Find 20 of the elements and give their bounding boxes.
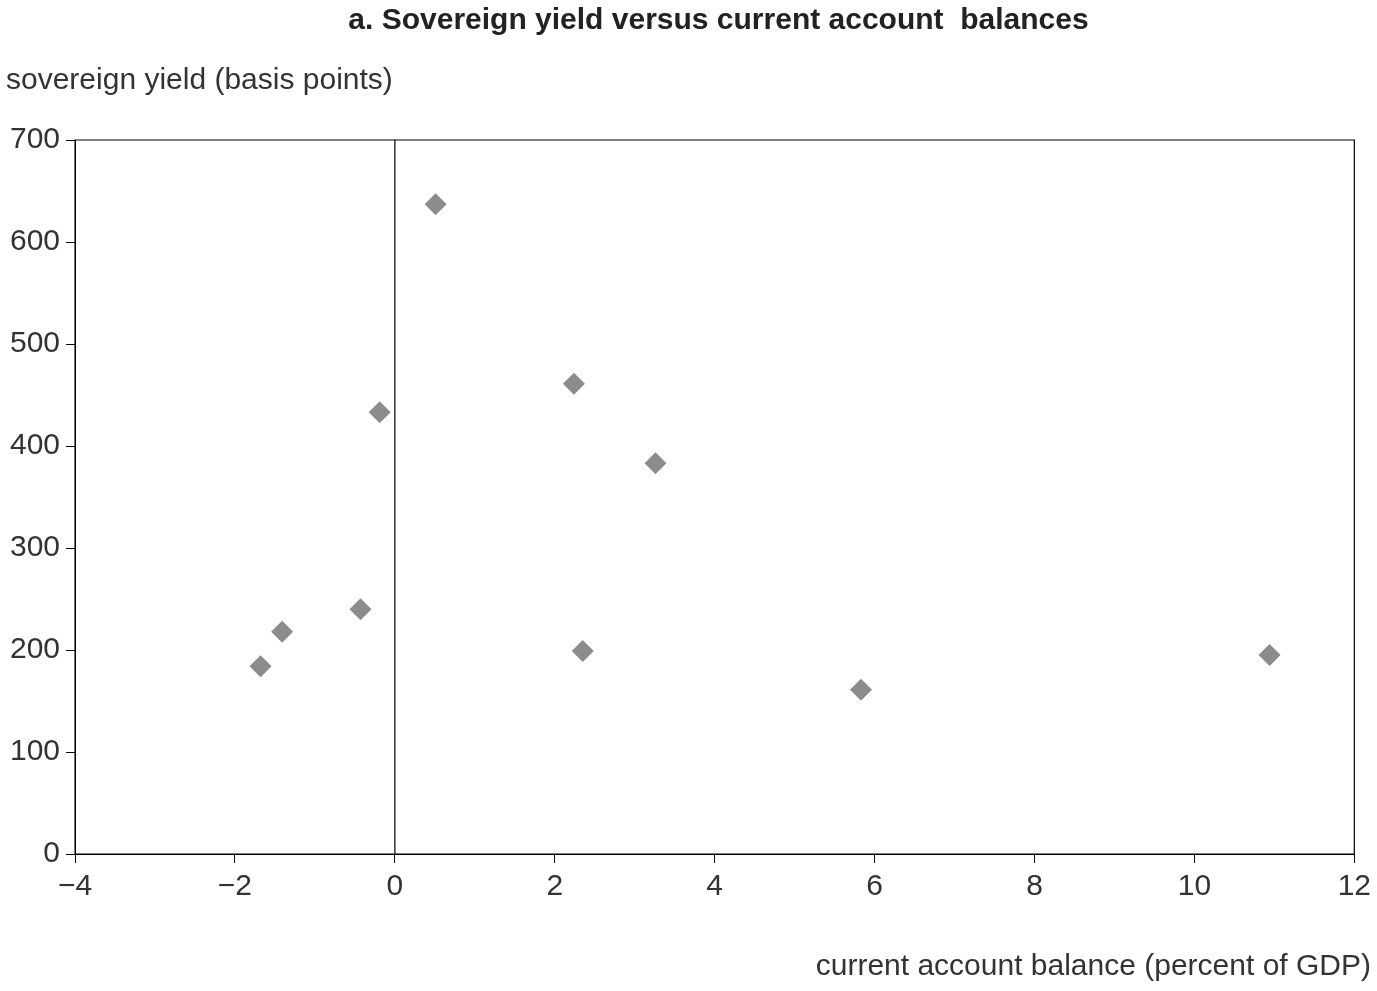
y-tick-label: 100 [9, 733, 61, 767]
x-tick-label: 8 [1026, 868, 1043, 902]
x-tick-label: −2 [217, 868, 253, 902]
x-tick-label: −4 [57, 868, 93, 902]
y-axis-title: sovereign yield (basis points) [6, 62, 393, 96]
y-tick-label: 200 [9, 631, 61, 665]
x-tick-label: 0 [386, 868, 404, 902]
x-axis-title: current account balance (percent of GDP) [815, 948, 1371, 982]
x-tick-label: 4 [706, 868, 724, 902]
y-tick-label: 500 [9, 325, 61, 359]
x-tick-label: 6 [866, 868, 883, 902]
y-tick-label: 600 [9, 223, 61, 257]
x-tick-label: 12 [1337, 868, 1371, 902]
x-tick-label: 2 [546, 868, 564, 902]
y-tick-label: 0 [43, 835, 61, 869]
y-tick-label: 400 [9, 427, 61, 461]
chart-title: a. Sovereign yield versus current account balances [347, 2, 1090, 36]
y-tick-label: 700 [9, 121, 61, 155]
y-tick-label: 300 [9, 529, 61, 563]
x-tick-label: 10 [1177, 868, 1212, 902]
